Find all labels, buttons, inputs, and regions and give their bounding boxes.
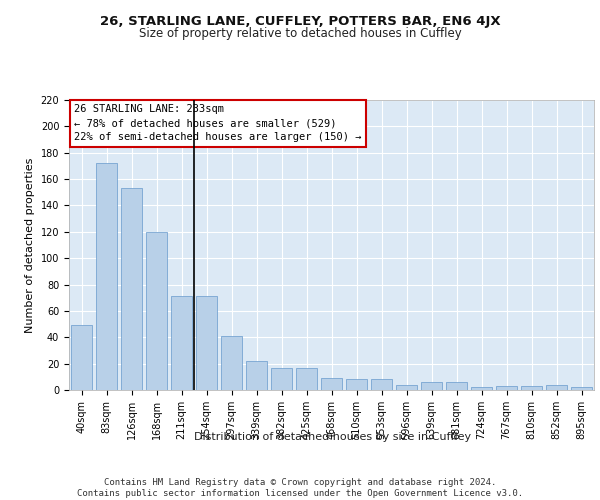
Text: Distribution of detached houses by size in Cuffley: Distribution of detached houses by size … [194,432,472,442]
Bar [196,296,217,390]
Bar [296,368,317,390]
Bar [571,388,592,390]
Bar [146,232,167,390]
Bar [271,368,292,390]
Bar [96,164,117,390]
Bar [371,380,392,390]
Bar [521,386,542,390]
Y-axis label: Number of detached properties: Number of detached properties [25,158,35,332]
Bar [396,384,417,390]
Bar [221,336,242,390]
Bar [471,388,492,390]
Bar [71,326,92,390]
Bar [246,361,267,390]
Bar [121,188,142,390]
Bar [496,386,517,390]
Bar [446,382,467,390]
Text: Contains HM Land Registry data © Crown copyright and database right 2024.
Contai: Contains HM Land Registry data © Crown c… [77,478,523,498]
Text: 26 STARLING LANE: 233sqm
← 78% of detached houses are smaller (529)
22% of semi-: 26 STARLING LANE: 233sqm ← 78% of detach… [74,104,362,142]
Text: 26, STARLING LANE, CUFFLEY, POTTERS BAR, EN6 4JX: 26, STARLING LANE, CUFFLEY, POTTERS BAR,… [100,15,500,28]
Bar [546,384,567,390]
Bar [171,296,192,390]
Bar [421,382,442,390]
Text: Size of property relative to detached houses in Cuffley: Size of property relative to detached ho… [139,28,461,40]
Bar [346,380,367,390]
Bar [321,378,342,390]
